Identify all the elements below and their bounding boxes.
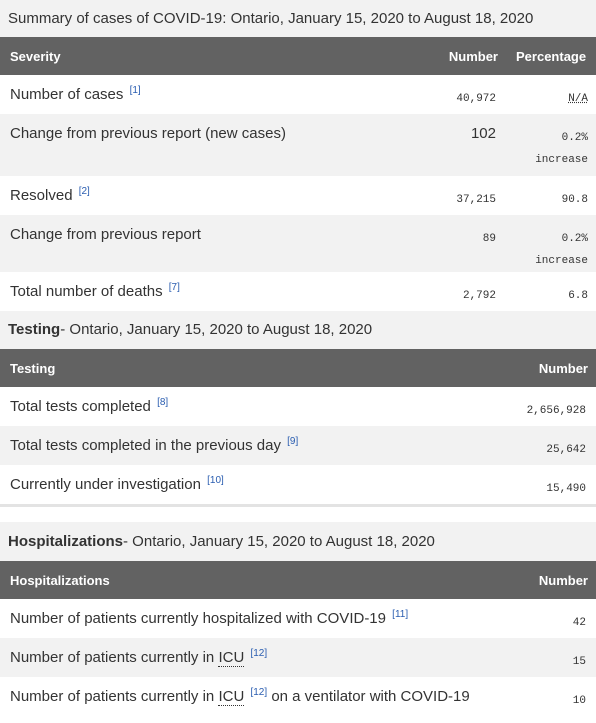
percent-value: 0.2%	[561, 132, 588, 144]
number-header[interactable]: Number	[420, 37, 506, 75]
table-row: Total tests completed in the previous da…	[0, 426, 596, 465]
number-header[interactable]: Number	[516, 561, 596, 599]
reference-link[interactable]: [12]	[250, 648, 268, 659]
row-label: Number of cases [1]	[0, 75, 420, 114]
testing-caption-rest: - Ontario, January 15, 2020 to August 18…	[60, 321, 373, 338]
icu-abbr[interactable]: ICU	[218, 649, 245, 667]
table-row: Number of patients currently hospitalize…	[0, 599, 596, 638]
row-label-tail: on a ventilator with COVID-19	[271, 688, 470, 705]
row-label: Number of patients currently in ICU [12]	[0, 638, 516, 677]
row-percent: 0.2% increase	[506, 215, 596, 272]
row-number: 89	[420, 215, 506, 272]
row-label: Total number of deaths [7]	[0, 272, 420, 311]
row-label: Change from previous report (new cases)	[0, 114, 420, 176]
na-abbr[interactable]: N/A	[568, 93, 588, 105]
row-label: Resolved [2]	[0, 176, 420, 215]
hospitalizations-table: Hospitalizations Number Number of patien…	[0, 561, 596, 716]
hospitalizations-caption: Hospitalizations - Ontario, January 15, …	[0, 522, 596, 561]
hospitalizations-caption-lead: Hospitalizations	[8, 532, 124, 550]
row-number: 40,972	[420, 75, 506, 114]
table-row: Change from previous report 89 0.2% incre…	[0, 215, 596, 272]
row-label: Change from previous report	[0, 215, 420, 272]
row-number: 15,490	[470, 465, 596, 504]
reference-link[interactable]: [1]	[129, 85, 141, 96]
percent-note: increase	[535, 154, 588, 166]
hospitalizations-header[interactable]: Hospitalizations	[0, 561, 516, 599]
row-percent: N/A	[506, 75, 596, 114]
row-number: 15	[516, 638, 596, 677]
reference-link[interactable]: [11]	[392, 609, 409, 620]
table-row: Resolved [2] 37,215 90.8	[0, 176, 596, 215]
table-row: Total number of deaths [7] 2,792 6.8	[0, 272, 596, 311]
row-number: 102	[420, 114, 506, 176]
testing-table: Testing Number Total tests completed [8]…	[0, 349, 596, 504]
table-row: Number of cases [1] 40,972 N/A	[0, 75, 596, 114]
reference-link[interactable]: [7]	[168, 282, 180, 293]
row-label: Number of patients currently hospitalize…	[0, 599, 516, 638]
percent-note: increase	[535, 255, 588, 267]
reference-link[interactable]: [10]	[207, 475, 224, 486]
cases-table: Severity Number Percentage Number of cas…	[0, 37, 596, 311]
table-row: Change from previous report (new cases) …	[0, 114, 596, 176]
percentage-header[interactable]: Percentage	[506, 37, 596, 75]
row-number: 42	[516, 599, 596, 638]
row-percent: 6.8	[506, 272, 596, 311]
cases-caption-text: Summary of cases of COVID-19: Ontario, J…	[8, 9, 534, 27]
reference-link[interactable]: [9]	[287, 436, 299, 447]
severity-header[interactable]: Severity	[0, 37, 420, 75]
row-label: Total tests completed in the previous da…	[0, 426, 470, 465]
row-label: Total tests completed [8]	[0, 387, 470, 426]
table-row: Number of patients currently in ICU [12]…	[0, 638, 596, 677]
row-number: 37,215	[420, 176, 506, 215]
row-number: 2,656,928	[470, 387, 596, 426]
testing-caption-lead: Testing	[8, 321, 61, 338]
icu-abbr[interactable]: ICU	[218, 688, 245, 706]
hospitalizations-caption-rest: - Ontario, January 15, 2020 to August 18…	[123, 532, 435, 550]
cases-caption: Summary of cases of COVID-19: Ontario, J…	[0, 0, 596, 37]
percent-value: 0.2%	[561, 233, 588, 245]
section-divider	[0, 504, 596, 522]
row-number: 10	[516, 677, 596, 716]
row-number: 2,792	[420, 272, 506, 311]
row-label: Currently under investigation [10]	[0, 465, 470, 504]
row-label: Number of patients currently in ICU [12]…	[0, 677, 516, 716]
testing-header[interactable]: Testing	[0, 349, 470, 387]
table-row: Total tests completed [8] 2,656,928	[0, 387, 596, 426]
table-row: Number of patients currently in ICU [12]…	[0, 677, 596, 716]
row-percent: 90.8	[506, 176, 596, 215]
row-number: 25,642	[470, 426, 596, 465]
reference-link[interactable]: [2]	[78, 186, 90, 197]
reference-link[interactable]: [12]	[250, 687, 268, 698]
number-header[interactable]: Number	[470, 349, 596, 387]
reference-link[interactable]: [8]	[157, 397, 169, 408]
table-row: Currently under investigation [10] 15,49…	[0, 465, 596, 504]
row-percent: 0.2% increase	[506, 114, 596, 176]
testing-caption: Testing - Ontario, January 15, 2020 to A…	[0, 311, 596, 349]
